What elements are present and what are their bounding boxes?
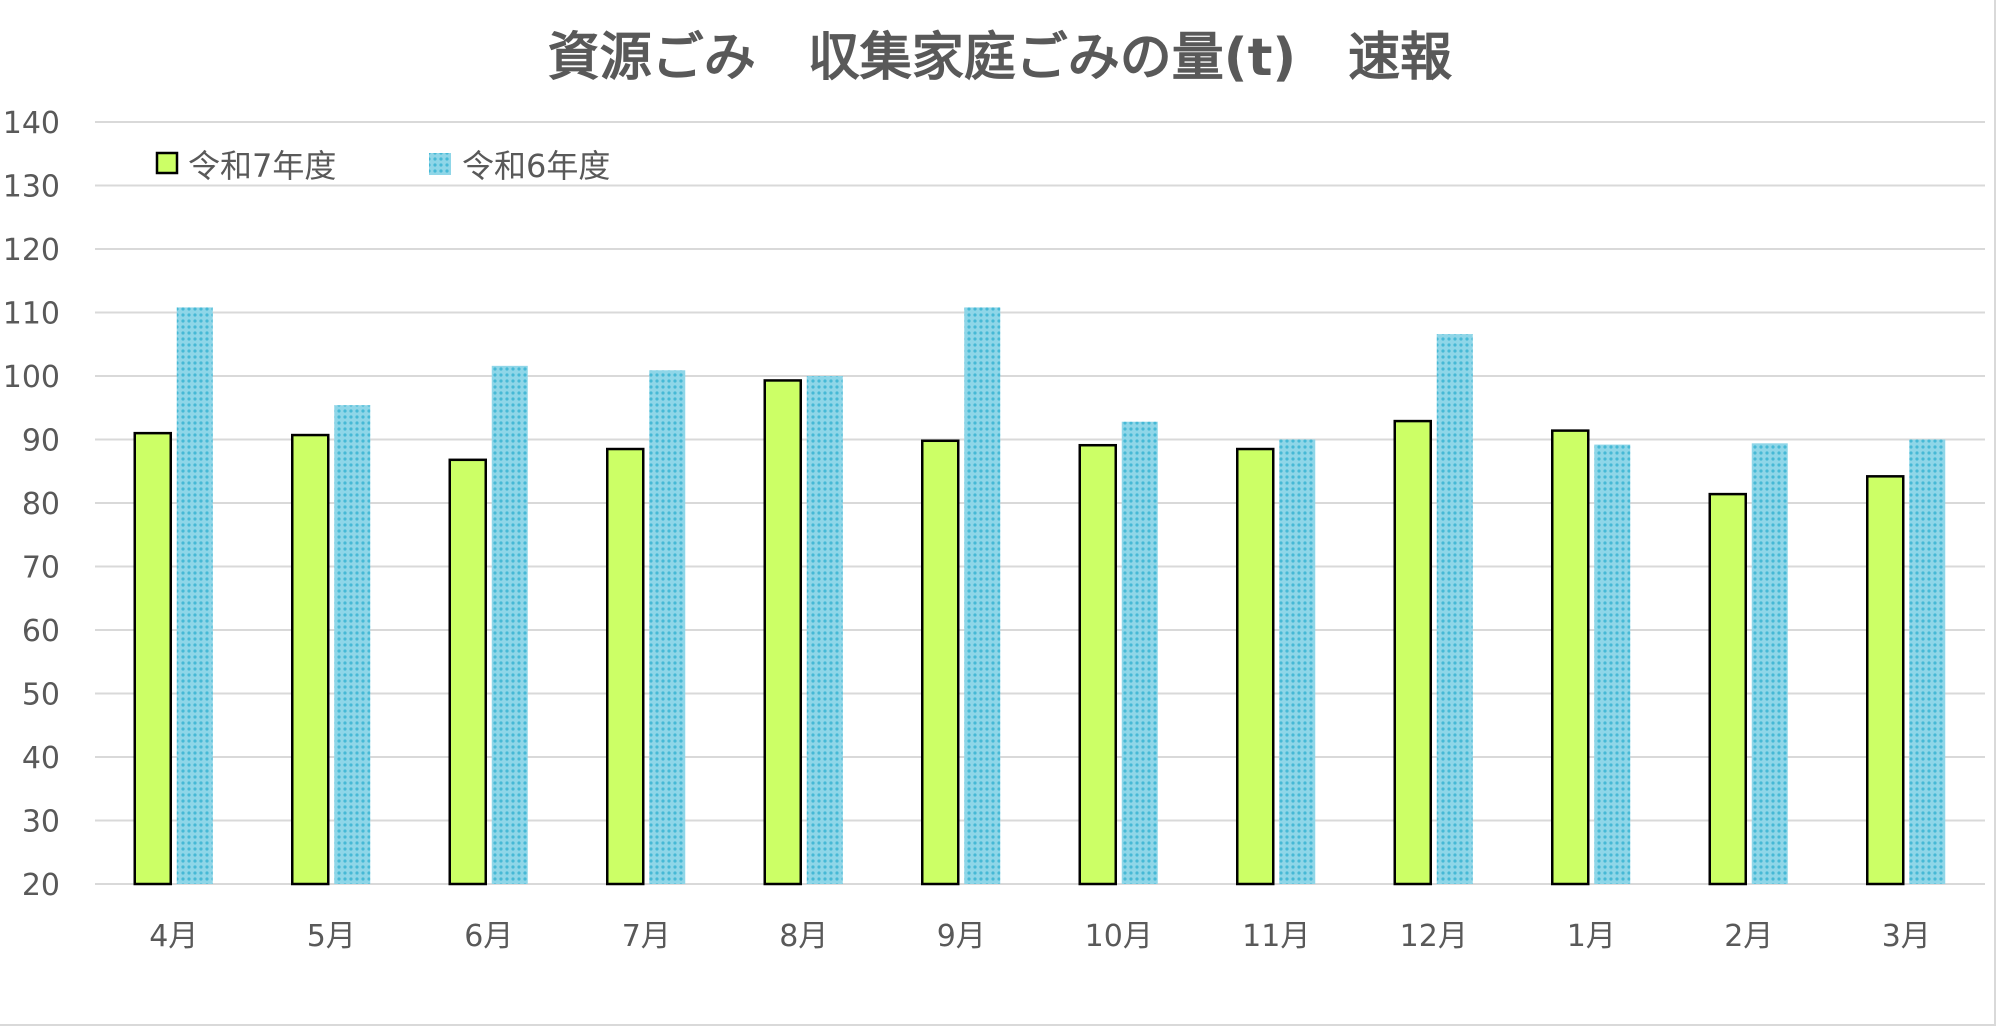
x-axis-ticks: 4月 5月 6月 7月 8月 9月 10月 11月 12月 1月 2月 3月 bbox=[149, 919, 1931, 954]
bar-series-2 bbox=[964, 307, 1001, 884]
bar-series-2 bbox=[1121, 421, 1158, 884]
bar-series-2 bbox=[334, 405, 371, 884]
bar-series-2 bbox=[649, 370, 686, 884]
y-axis-ticks: 20 30 40 50 60 70 80 90 100 110 120 130 140 bbox=[3, 106, 60, 903]
bar-series-1 bbox=[291, 433, 330, 886]
y-tick-label: 120 bbox=[3, 233, 60, 268]
y-tick-label: 70 bbox=[22, 551, 60, 586]
bar-series-2 bbox=[1279, 439, 1316, 884]
y-tick-label: 40 bbox=[22, 741, 60, 776]
x-tick-label: 1月 bbox=[1567, 919, 1616, 954]
bar-series-2 bbox=[491, 365, 528, 885]
bar-series-2 bbox=[1909, 439, 1946, 884]
x-tick-label: 10月 bbox=[1085, 919, 1153, 954]
legend-swatch-series-2 bbox=[429, 153, 451, 175]
y-tick-label: 130 bbox=[3, 170, 60, 205]
x-tick-label: 2月 bbox=[1724, 919, 1773, 954]
y-tick-label: 140 bbox=[3, 106, 60, 141]
legend-swatch-series-1 bbox=[155, 151, 179, 175]
y-tick-label: 50 bbox=[22, 678, 60, 713]
legend: 令和7年度 令和6年度 bbox=[155, 147, 610, 185]
bar-series-1 bbox=[921, 439, 960, 886]
bar-series-2 bbox=[1594, 444, 1631, 884]
gridlines bbox=[95, 121, 1985, 885]
bar-series-2 bbox=[806, 376, 843, 884]
bar-series-1 bbox=[1078, 443, 1117, 886]
x-tick-label: 7月 bbox=[622, 919, 671, 954]
bar-series-1 bbox=[1393, 419, 1432, 886]
x-tick-label: 3月 bbox=[1882, 919, 1931, 954]
y-tick-label: 90 bbox=[22, 424, 60, 459]
x-tick-label: 8月 bbox=[779, 919, 828, 954]
x-tick-label: 11月 bbox=[1242, 919, 1310, 954]
bars bbox=[133, 307, 1946, 886]
bar-series-1 bbox=[133, 431, 172, 886]
x-tick-label: 6月 bbox=[464, 919, 513, 954]
x-tick-label: 5月 bbox=[307, 919, 356, 954]
bar-series-2 bbox=[1751, 443, 1788, 884]
bar-series-1 bbox=[606, 447, 645, 886]
y-tick-label: 20 bbox=[22, 868, 60, 903]
y-tick-label: 30 bbox=[22, 805, 60, 840]
y-tick-label: 60 bbox=[22, 614, 60, 649]
bar-series-1 bbox=[1708, 492, 1747, 886]
bar-series-2 bbox=[176, 307, 213, 884]
y-tick-label: 80 bbox=[22, 487, 60, 522]
legend-label-series-1: 令和7年度 bbox=[188, 147, 336, 185]
x-tick-label: 9月 bbox=[937, 919, 986, 954]
y-tick-label: 110 bbox=[3, 297, 60, 332]
legend-label-series-2: 令和6年度 bbox=[462, 147, 610, 185]
bar-series-2 bbox=[1436, 334, 1473, 885]
bar-series-1 bbox=[448, 458, 487, 886]
bar-series-1 bbox=[763, 379, 802, 886]
bar-series-1 bbox=[1866, 475, 1905, 886]
x-tick-label: 4月 bbox=[149, 919, 198, 954]
x-tick-label: 12月 bbox=[1400, 919, 1468, 954]
y-tick-label: 100 bbox=[3, 360, 60, 395]
chart-title: 資源ごみ 収集家庭ごみの量(t) 速報 bbox=[548, 28, 1452, 88]
bar-series-1 bbox=[1551, 429, 1590, 886]
bar-series-1 bbox=[1236, 447, 1275, 886]
